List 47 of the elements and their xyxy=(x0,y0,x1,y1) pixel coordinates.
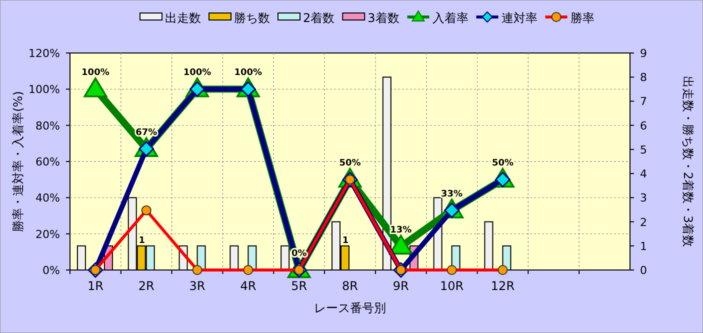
data-label: 100% xyxy=(82,68,110,78)
data-label: 1 xyxy=(342,236,349,246)
y-tick-label: 40% xyxy=(36,192,60,205)
data-label: 1 xyxy=(138,236,145,246)
y-tick-label: 120% xyxy=(28,47,60,60)
data-label: 33% xyxy=(441,189,463,200)
x-tick-label: 2R xyxy=(138,279,154,293)
x-tick-label: 9R xyxy=(392,279,409,293)
legend-label: 勝率 xyxy=(570,11,594,25)
x-tick-label: 10R xyxy=(440,279,464,293)
data-label: 100% xyxy=(234,68,262,78)
y2-axis-title: 出走数・勝ち数・2着数・3着数 xyxy=(681,76,695,248)
y2-tick-label: 3 xyxy=(640,192,647,205)
y-tick-label: 60% xyxy=(36,156,60,168)
legend-label: 2着数 xyxy=(303,11,335,25)
legend-label: 出走数 xyxy=(165,11,201,25)
y2-tick-label: 4 xyxy=(640,168,647,181)
y2-tick-label: 1 xyxy=(640,240,647,253)
point xyxy=(84,77,108,98)
y2-tick-label: 8 xyxy=(640,71,647,84)
y-tick-label: 0% xyxy=(42,264,60,277)
x-tick-label: 1R xyxy=(87,279,104,293)
y2-tick-label: 7 xyxy=(640,95,647,108)
y2-tick-label: 9 xyxy=(640,47,647,60)
data-label: 50% xyxy=(339,158,361,169)
x-tick-label: 5R xyxy=(291,279,308,293)
data-label: 100% xyxy=(183,68,212,78)
y2-tick-label: 0 xyxy=(640,264,647,277)
x-tick-label: 8R xyxy=(342,279,358,293)
x-tick-label: 3R xyxy=(189,279,206,293)
x-tick-label: 4R xyxy=(240,279,256,293)
x-axis-title: レース番号別 xyxy=(314,301,386,315)
y-tick-label: 20% xyxy=(36,228,60,241)
legend-label: 3着数 xyxy=(368,11,400,25)
y-tick-label: 100% xyxy=(28,83,60,96)
y-axis-title: 勝率・連対率・入着率(%) xyxy=(11,91,25,232)
y2-tick-label: 5 xyxy=(640,143,647,156)
data-label: 0% xyxy=(291,249,307,259)
legend-label: 勝ち数 xyxy=(234,11,270,25)
legend-label: 入着率 xyxy=(432,11,468,25)
data-label: 67% xyxy=(136,128,158,138)
x-tick-label: 12R xyxy=(490,279,515,293)
data-label: 50% xyxy=(492,158,514,169)
legend-label: 連対率 xyxy=(501,11,538,25)
y2-tick-label: 6 xyxy=(640,119,647,132)
y2-tick-label: 2 xyxy=(640,216,647,229)
y-tick-label: 80% xyxy=(36,119,60,132)
